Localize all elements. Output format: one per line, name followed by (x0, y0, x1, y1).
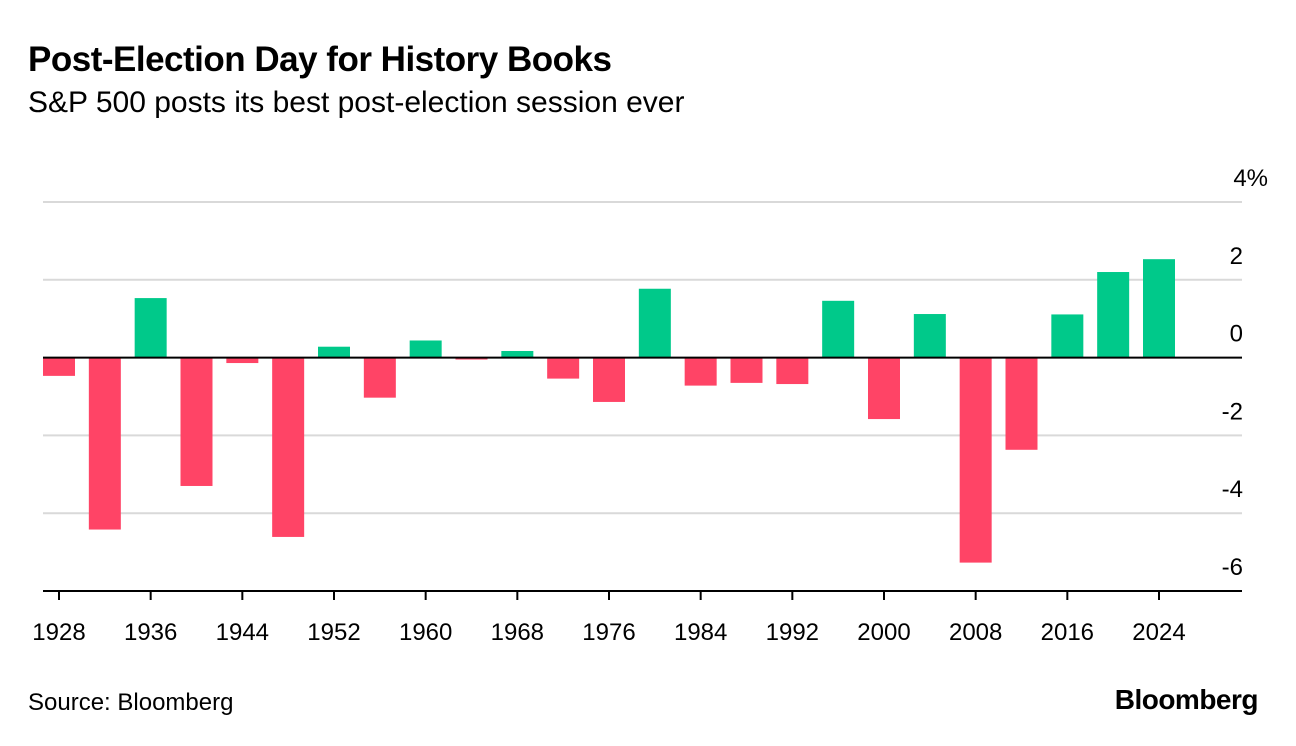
bar-1960 (409, 340, 442, 358)
bloomberg-logo: Bloomberg (1114, 684, 1259, 715)
x-tick-label: 1960 (399, 619, 452, 646)
x-tick-label: 1984 (674, 619, 727, 646)
bar-2012 (1005, 357, 1038, 450)
bar-1972 (547, 357, 580, 379)
bar-1976 (593, 357, 625, 402)
bar-1992 (776, 357, 809, 385)
x-tick-label: 1928 (32, 619, 85, 646)
x-tick-label: 1944 (216, 619, 269, 646)
bar-2004 (913, 314, 946, 358)
bar-1968 (501, 350, 534, 358)
bar-1988 (730, 357, 763, 383)
source-note: Source: Bloomberg (28, 689, 234, 716)
x-tick-label: 1976 (582, 619, 635, 646)
axes (43, 356, 1242, 600)
chart-title: Post-Election Day for History Books (28, 40, 612, 79)
bar-1952 (318, 346, 350, 358)
gridlines (43, 201, 1242, 515)
y-tick-label: 4% (1233, 165, 1268, 192)
bar-1984 (684, 357, 717, 386)
x-tick-label: 1992 (766, 619, 819, 646)
bar-1956 (363, 357, 396, 398)
y-tick-label: -6 (1222, 554, 1243, 581)
bar-2008 (959, 357, 992, 563)
x-tick-label: 2016 (1041, 619, 1094, 646)
bar-1932 (88, 357, 121, 530)
x-tick-label: 1952 (307, 619, 360, 646)
x-tick-label: 1968 (491, 619, 544, 646)
y-tick-label: -2 (1222, 398, 1243, 425)
bar-2016 (1051, 314, 1084, 358)
bar-1948 (272, 357, 305, 537)
y-tick-label: 2 (1230, 243, 1243, 270)
tick-labels: 4% 2 0 -2 -4 -6 1928 1936 1944 1952 1960 1968 1976 19… (32, 165, 1268, 646)
bar-2000 (868, 357, 900, 420)
bar-1980 (638, 288, 671, 358)
bar-1936 (134, 298, 167, 358)
bars (43, 259, 1175, 563)
x-tick-label: 2024 (1132, 619, 1185, 646)
x-tick-label: 2008 (949, 619, 1002, 646)
y-tick-label: 0 (1230, 321, 1243, 348)
bar-1996 (822, 300, 855, 358)
bar-1928 (43, 357, 75, 376)
x-tick-label: 1936 (124, 619, 177, 646)
bar-2020 (1097, 272, 1130, 358)
bar-2024 (1143, 259, 1175, 358)
y-tick-label: -4 (1222, 476, 1243, 503)
bar-1944 (226, 357, 259, 364)
bar-1940 (180, 357, 213, 486)
chart-subtitle: S&P 500 posts its best post-election ses… (28, 86, 685, 119)
x-tick-label: 2000 (857, 619, 910, 646)
